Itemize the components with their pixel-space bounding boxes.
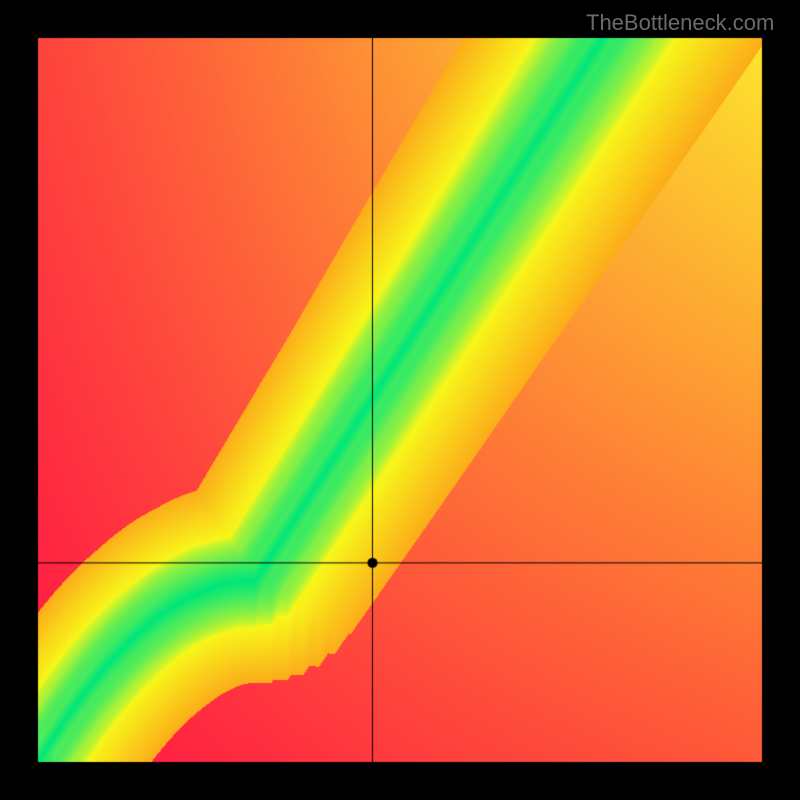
chart-container: TheBottleneck.com — [0, 0, 800, 800]
bottleneck-heatmap — [0, 0, 800, 800]
watermark-text: TheBottleneck.com — [586, 10, 774, 36]
